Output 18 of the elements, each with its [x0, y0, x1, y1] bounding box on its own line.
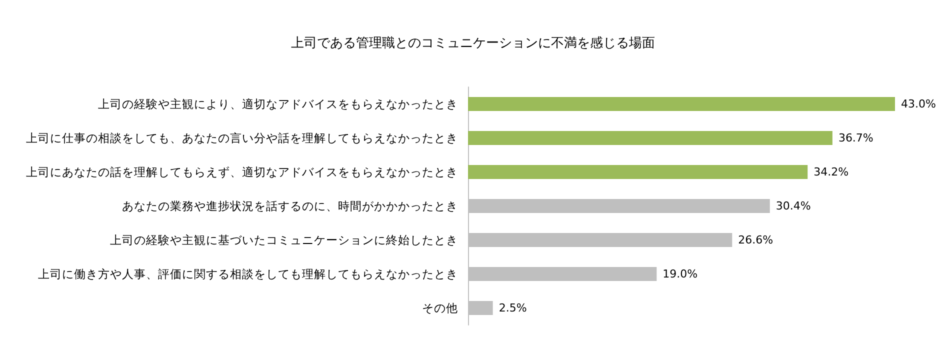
data-label: 26.6% [738, 234, 774, 246]
data-label: 36.7% [838, 132, 874, 144]
data-label: 43.0% [901, 98, 936, 110]
y-tick-label: 上司にあなたの話を理解してもらえず、適切なアドバイスをもらえなかったとき [26, 165, 458, 179]
y-tick-label: あなたの業務や進捗状況を話するのに、時間がかかかったとき [122, 199, 458, 213]
data-label: 2.5% [498, 302, 527, 314]
data-label: 19.0% [662, 268, 698, 280]
bar [468, 131, 832, 145]
bar [468, 97, 895, 111]
y-tick-label: 上司に働き方や人事、評価に関する相談をしても理解してもらえなかったとき [38, 267, 458, 281]
data-label: 30.4% [776, 200, 811, 212]
y-tick-label: その他 [422, 301, 458, 315]
data-label: 34.2% [814, 166, 849, 178]
y-tick-label: 上司に仕事の相談をしても、あなたの言い分や話を理解してもらえなかったとき [26, 131, 458, 145]
bar [468, 165, 808, 179]
y-tick-label: 上司の経験や主観に基づいたコミュニケーションに終始したとき [110, 233, 458, 247]
y-tick-label: 上司の経験や主観により、適切なアドバイスをもらえなかったとき [98, 97, 458, 111]
chart-title: 上司である管理職とのコミュニケーションに不満を感じる場面 [291, 36, 655, 51]
